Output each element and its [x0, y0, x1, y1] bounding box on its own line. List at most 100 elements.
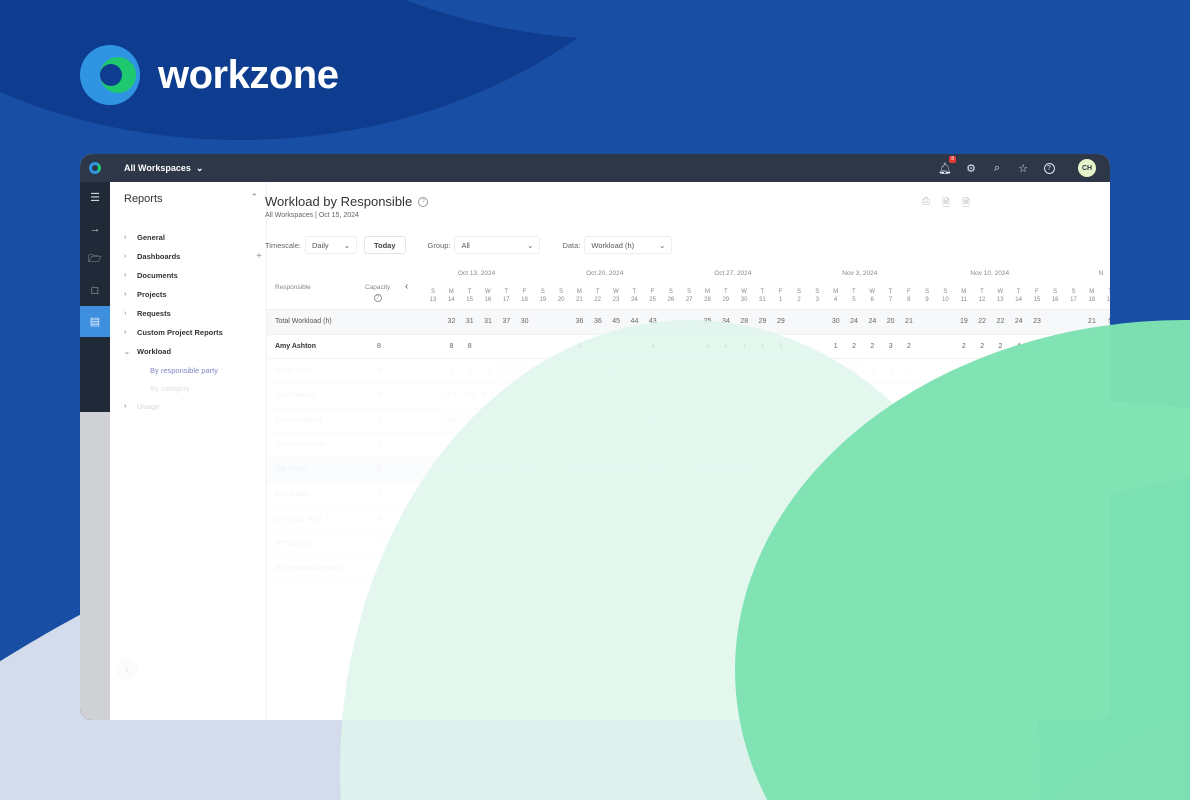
workload-cell[interactable]: 12: [826, 359, 845, 384]
workload-cell[interactable]: 9: [954, 408, 973, 433]
workload-cell[interactable]: 1: [650, 564, 655, 572]
workload-cell[interactable]: 0.3: [629, 392, 640, 400]
workload-cell[interactable]: 4: [998, 564, 1003, 572]
workload-cell[interactable]: 2: [961, 342, 966, 350]
workload-cell[interactable]: 7: [625, 359, 644, 384]
workload-cell[interactable]: 0.3: [519, 392, 530, 400]
workload-cell[interactable]: 12: [735, 359, 754, 384]
workload-cell[interactable]: 3: [980, 540, 985, 548]
sidenav-item-dashboards[interactable]: › Dashboards +: [124, 251, 262, 262]
sidenav-item-custom-project-reports[interactable]: › Custom Project Reports: [124, 328, 223, 337]
workload-cell[interactable]: 3: [852, 515, 856, 523]
sidenav-item-general[interactable]: › General: [124, 233, 165, 242]
workload-cell[interactable]: 11: [643, 359, 662, 384]
workload-cell[interactable]: 11: [753, 408, 772, 433]
workload-cell[interactable]: 4: [1016, 564, 1021, 572]
workload-cell[interactable]: 6: [632, 564, 637, 572]
workload-cell[interactable]: 22: [625, 408, 644, 433]
workload-cell[interactable]: 3: [760, 515, 765, 523]
workload-cell[interactable]: 3: [1035, 515, 1039, 523]
workload-cell[interactable]: 0.3: [721, 466, 731, 474]
workload-cell[interactable]: 0.3: [446, 466, 457, 474]
workload-cell[interactable]: 3: [1035, 540, 1039, 548]
workload-cell[interactable]: 1: [760, 342, 765, 350]
workload-cell[interactable]: 1: [778, 342, 783, 350]
workload-cell[interactable]: 4: [980, 564, 985, 572]
workload-cell[interactable]: 3: [522, 540, 527, 548]
workload-cell[interactable]: 3: [961, 540, 966, 548]
workload-cell[interactable]: 43: [648, 318, 657, 325]
workload-cell[interactable]: 3: [486, 540, 490, 548]
workload-cell[interactable]: 20: [643, 408, 662, 433]
workload-cell[interactable]: 3: [888, 515, 893, 523]
table-row[interactable]: Amy Ashton 8 8 8 4 4 4 4 1 1 1 1 2 2 3 2 2 2 2 4 2: [267, 335, 1110, 360]
workload-cell[interactable]: 4: [577, 342, 582, 350]
app-logo-icon[interactable]: [80, 154, 110, 182]
workload-cell[interactable]: 8: [1089, 416, 1094, 424]
workload-cell[interactable]: 36: [593, 318, 602, 325]
workload-cell[interactable]: 8: [991, 408, 1010, 433]
workload-cell[interactable]: 12: [460, 408, 479, 433]
workload-cell[interactable]: 3: [1089, 540, 1094, 548]
workload-cell[interactable]: 12: [588, 408, 607, 433]
workload-cell[interactable]: 16: [497, 408, 516, 433]
workload-cell[interactable]: 0.2: [757, 564, 768, 572]
workload-cell[interactable]: 0.3: [574, 466, 585, 474]
workload-cell[interactable]: 4: [870, 367, 875, 375]
export-excel-icon[interactable]: 🗎︎: [941, 198, 950, 209]
workload-cell[interactable]: 4: [705, 342, 710, 350]
help-icon[interactable]: ?: [1042, 161, 1056, 175]
workload-cell[interactable]: 14: [478, 408, 498, 433]
workload-cell[interactable]: 0.2: [867, 564, 878, 572]
workload-cell[interactable]: 8: [1016, 416, 1021, 424]
workload-cell[interactable]: 0.6: [611, 441, 622, 449]
workload-cell[interactable]: 3: [577, 515, 582, 523]
workload-cell[interactable]: 23: [1033, 318, 1041, 325]
workload-cell[interactable]: 8: [467, 342, 472, 350]
workload-cell[interactable]: 7: [607, 359, 626, 384]
workload-cell[interactable]: 0.3: [739, 392, 750, 400]
workload-cell[interactable]: 3: [650, 540, 655, 548]
workload-cell[interactable]: 0.3: [464, 392, 475, 400]
workload-cell[interactable]: 0.2: [849, 564, 859, 572]
previous-period-button[interactable]: ‹: [405, 281, 409, 292]
workload-cell[interactable]: 11: [771, 408, 790, 433]
workload-cell[interactable]: 5: [723, 564, 728, 572]
workload-cell[interactable]: 0.3: [464, 466, 475, 474]
workload-cell[interactable]: 2: [852, 441, 856, 449]
workload-cell[interactable]: 3: [760, 540, 765, 548]
sidenav-sub-by-category[interactable]: By category: [150, 383, 190, 393]
workload-cell[interactable]: 8: [698, 408, 717, 433]
workload-cell[interactable]: 0.2: [775, 564, 786, 572]
workload-cell[interactable]: 7: [515, 359, 534, 384]
workload-cell[interactable]: 0.3: [592, 466, 603, 474]
workload-cell[interactable]: 1: [705, 441, 710, 449]
workload-cell[interactable]: 29: [758, 318, 767, 325]
workload-cell[interactable]: 3: [888, 342, 893, 350]
collapse-sidenav-button[interactable]: ‹: [116, 658, 138, 680]
workload-cell[interactable]: 3: [778, 515, 783, 523]
export-pdf-icon[interactable]: 🗎︎: [961, 198, 970, 209]
workload-cell[interactable]: 4: [577, 564, 582, 572]
workload-cell[interactable]: 0.3: [647, 392, 658, 400]
workload-cell[interactable]: 0.3: [611, 392, 622, 400]
workload-cell[interactable]: 3: [467, 367, 472, 375]
calendar-icon[interactable]: □: [91, 284, 99, 297]
workload-cell[interactable]: 0.3: [611, 466, 622, 474]
workspace-selector[interactable]: All Workspaces ⌄: [124, 163, 203, 174]
workload-cell[interactable]: 2: [998, 342, 1003, 350]
workload-cell[interactable]: 24: [868, 318, 877, 325]
workload-cell[interactable]: 3: [906, 515, 911, 523]
workload-cell[interactable]: 0.3: [739, 466, 750, 474]
table-row[interactable]: Jon Coleson 5 0.3 0.3 0.3 0.3 0.3 0.3 0.3 0.3 0.3 0…: [267, 384, 1110, 409]
workload-cell[interactable]: 8: [973, 408, 992, 433]
workload-cell[interactable]: 11: [570, 359, 589, 384]
table-row[interactable]: [Presidents] 5 3 3 3 3 3 3 3 3 3 3 3 3 3 3 3 3 3 3 3 3 3 3 3 3 3 3: [267, 532, 1110, 557]
workload-cell[interactable]: 2: [1035, 342, 1039, 350]
workload-cell[interactable]: 3: [504, 515, 509, 523]
workload-cell[interactable]: 3: [980, 367, 985, 375]
workload-cell[interactable]: 0.3: [702, 466, 713, 474]
workload-cell[interactable]: 8: [449, 342, 454, 350]
workload-cell[interactable]: 3: [705, 540, 710, 548]
data-select[interactable]: Workload (h) ⌄: [584, 236, 673, 254]
